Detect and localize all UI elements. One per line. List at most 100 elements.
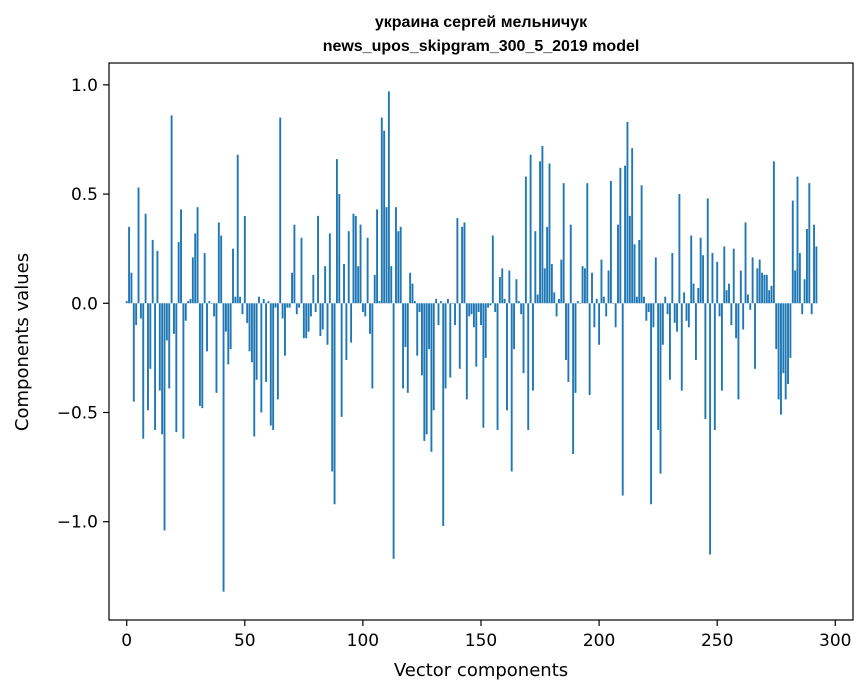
bar-100 xyxy=(361,303,364,313)
bar-97 xyxy=(354,215,357,304)
y-axis: −1.0 −0.5 0.0 0.5 1.0 xyxy=(57,76,109,533)
bar-84 xyxy=(324,266,327,304)
bar-185 xyxy=(562,183,565,304)
bar-172 xyxy=(532,303,534,391)
bar-24 xyxy=(182,303,185,439)
bar-60 xyxy=(267,301,270,304)
bar-53 xyxy=(250,303,253,363)
bar-283 xyxy=(794,270,797,304)
bar-256 xyxy=(730,303,733,326)
bar-250 xyxy=(716,261,719,304)
bar-234 xyxy=(678,194,681,304)
x-tick-label: 200 xyxy=(583,631,615,651)
bar-131 xyxy=(435,298,438,304)
bar-49 xyxy=(241,303,244,315)
bar-23 xyxy=(180,209,182,304)
bar-236 xyxy=(683,292,686,304)
bar-32 xyxy=(201,303,204,409)
bar-56 xyxy=(258,296,260,304)
bar-76 xyxy=(305,303,308,339)
bar-242 xyxy=(697,287,700,304)
bar-78 xyxy=(310,303,312,317)
bar-208 xyxy=(617,224,619,304)
bar-253 xyxy=(723,246,726,304)
bar-137 xyxy=(449,303,452,378)
bar-113 xyxy=(392,303,395,559)
bar-41 xyxy=(222,303,225,592)
bar-186 xyxy=(565,303,567,361)
bar-121 xyxy=(411,283,414,304)
bar-202 xyxy=(602,296,605,304)
bar-232 xyxy=(673,303,676,323)
bar-194 xyxy=(583,268,586,304)
bar-241 xyxy=(694,303,697,361)
bar-239 xyxy=(690,235,693,304)
bar-282 xyxy=(791,200,794,304)
bar-112 xyxy=(390,266,393,304)
bar-252 xyxy=(720,303,723,391)
bar-59 xyxy=(265,303,268,382)
bar-161 xyxy=(506,303,508,411)
bar-257 xyxy=(732,248,735,304)
bar-140 xyxy=(456,218,459,304)
bar-188 xyxy=(569,224,572,304)
bar-122 xyxy=(413,301,416,304)
x-tick-label: 250 xyxy=(701,631,733,651)
bar-190 xyxy=(574,303,577,393)
bar-170 xyxy=(527,303,530,430)
bar-229 xyxy=(666,303,669,315)
bar-35 xyxy=(208,301,211,304)
bar-209 xyxy=(619,167,622,304)
bar-139 xyxy=(454,303,456,326)
bar-223 xyxy=(652,303,655,328)
bar-230 xyxy=(669,303,671,380)
bar-30 xyxy=(196,207,199,304)
bar-184 xyxy=(560,259,563,304)
bar-247 xyxy=(709,303,712,555)
bar-147 xyxy=(472,303,475,328)
bar-9 xyxy=(147,303,149,411)
bar-166 xyxy=(517,301,520,304)
bar-90 xyxy=(338,194,341,304)
bar-28 xyxy=(191,257,194,304)
bar-40 xyxy=(220,235,223,304)
bar-22 xyxy=(177,242,180,304)
bar-128 xyxy=(428,303,430,350)
bar-58 xyxy=(262,298,265,304)
bar-226 xyxy=(659,303,662,474)
bar-251 xyxy=(718,303,721,317)
bar-116 xyxy=(399,226,402,304)
bar-142 xyxy=(461,226,464,304)
bar-68 xyxy=(286,303,289,308)
bar-39 xyxy=(217,222,220,304)
bar-258 xyxy=(735,303,738,339)
bar-37 xyxy=(213,303,216,317)
bar-180 xyxy=(550,263,553,304)
bar-278 xyxy=(782,303,785,374)
bar-204 xyxy=(607,270,610,304)
bar-86 xyxy=(328,233,331,304)
bar-125 xyxy=(421,303,423,376)
bar-15 xyxy=(161,303,164,435)
bar-179 xyxy=(548,163,551,304)
y-tick-label: 0.0 xyxy=(71,294,98,314)
bar-159 xyxy=(501,268,504,304)
bar-198 xyxy=(593,303,596,328)
bar-25 xyxy=(184,303,187,321)
bar-277 xyxy=(780,303,782,415)
bar-12 xyxy=(154,303,156,430)
bar-21 xyxy=(175,303,178,433)
bar-105 xyxy=(373,274,376,304)
x-tick-label: 50 xyxy=(234,631,256,651)
bar-75 xyxy=(302,303,305,339)
bar-284 xyxy=(796,176,799,304)
bar-203 xyxy=(605,303,608,317)
bar-79 xyxy=(312,274,315,304)
bar-17 xyxy=(165,303,168,341)
bar-244 xyxy=(702,255,704,304)
bar-93 xyxy=(345,303,348,361)
bar-162 xyxy=(508,270,511,304)
bar-191 xyxy=(576,301,579,304)
bar-187 xyxy=(567,303,570,382)
bar-103 xyxy=(369,303,371,334)
